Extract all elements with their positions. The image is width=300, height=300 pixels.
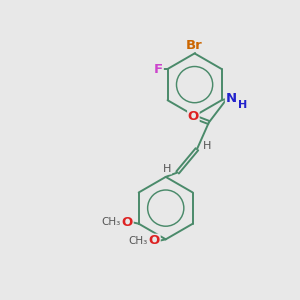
Text: H: H (163, 164, 171, 174)
Text: CH₃: CH₃ (128, 236, 148, 246)
Text: CH₃: CH₃ (101, 217, 121, 227)
Text: N: N (226, 92, 237, 105)
Text: O: O (149, 234, 160, 247)
Text: H: H (203, 141, 212, 151)
Text: H: H (238, 100, 247, 110)
Text: Br: Br (186, 39, 203, 52)
Text: O: O (188, 110, 199, 123)
Text: F: F (154, 62, 163, 76)
Text: O: O (122, 216, 133, 229)
